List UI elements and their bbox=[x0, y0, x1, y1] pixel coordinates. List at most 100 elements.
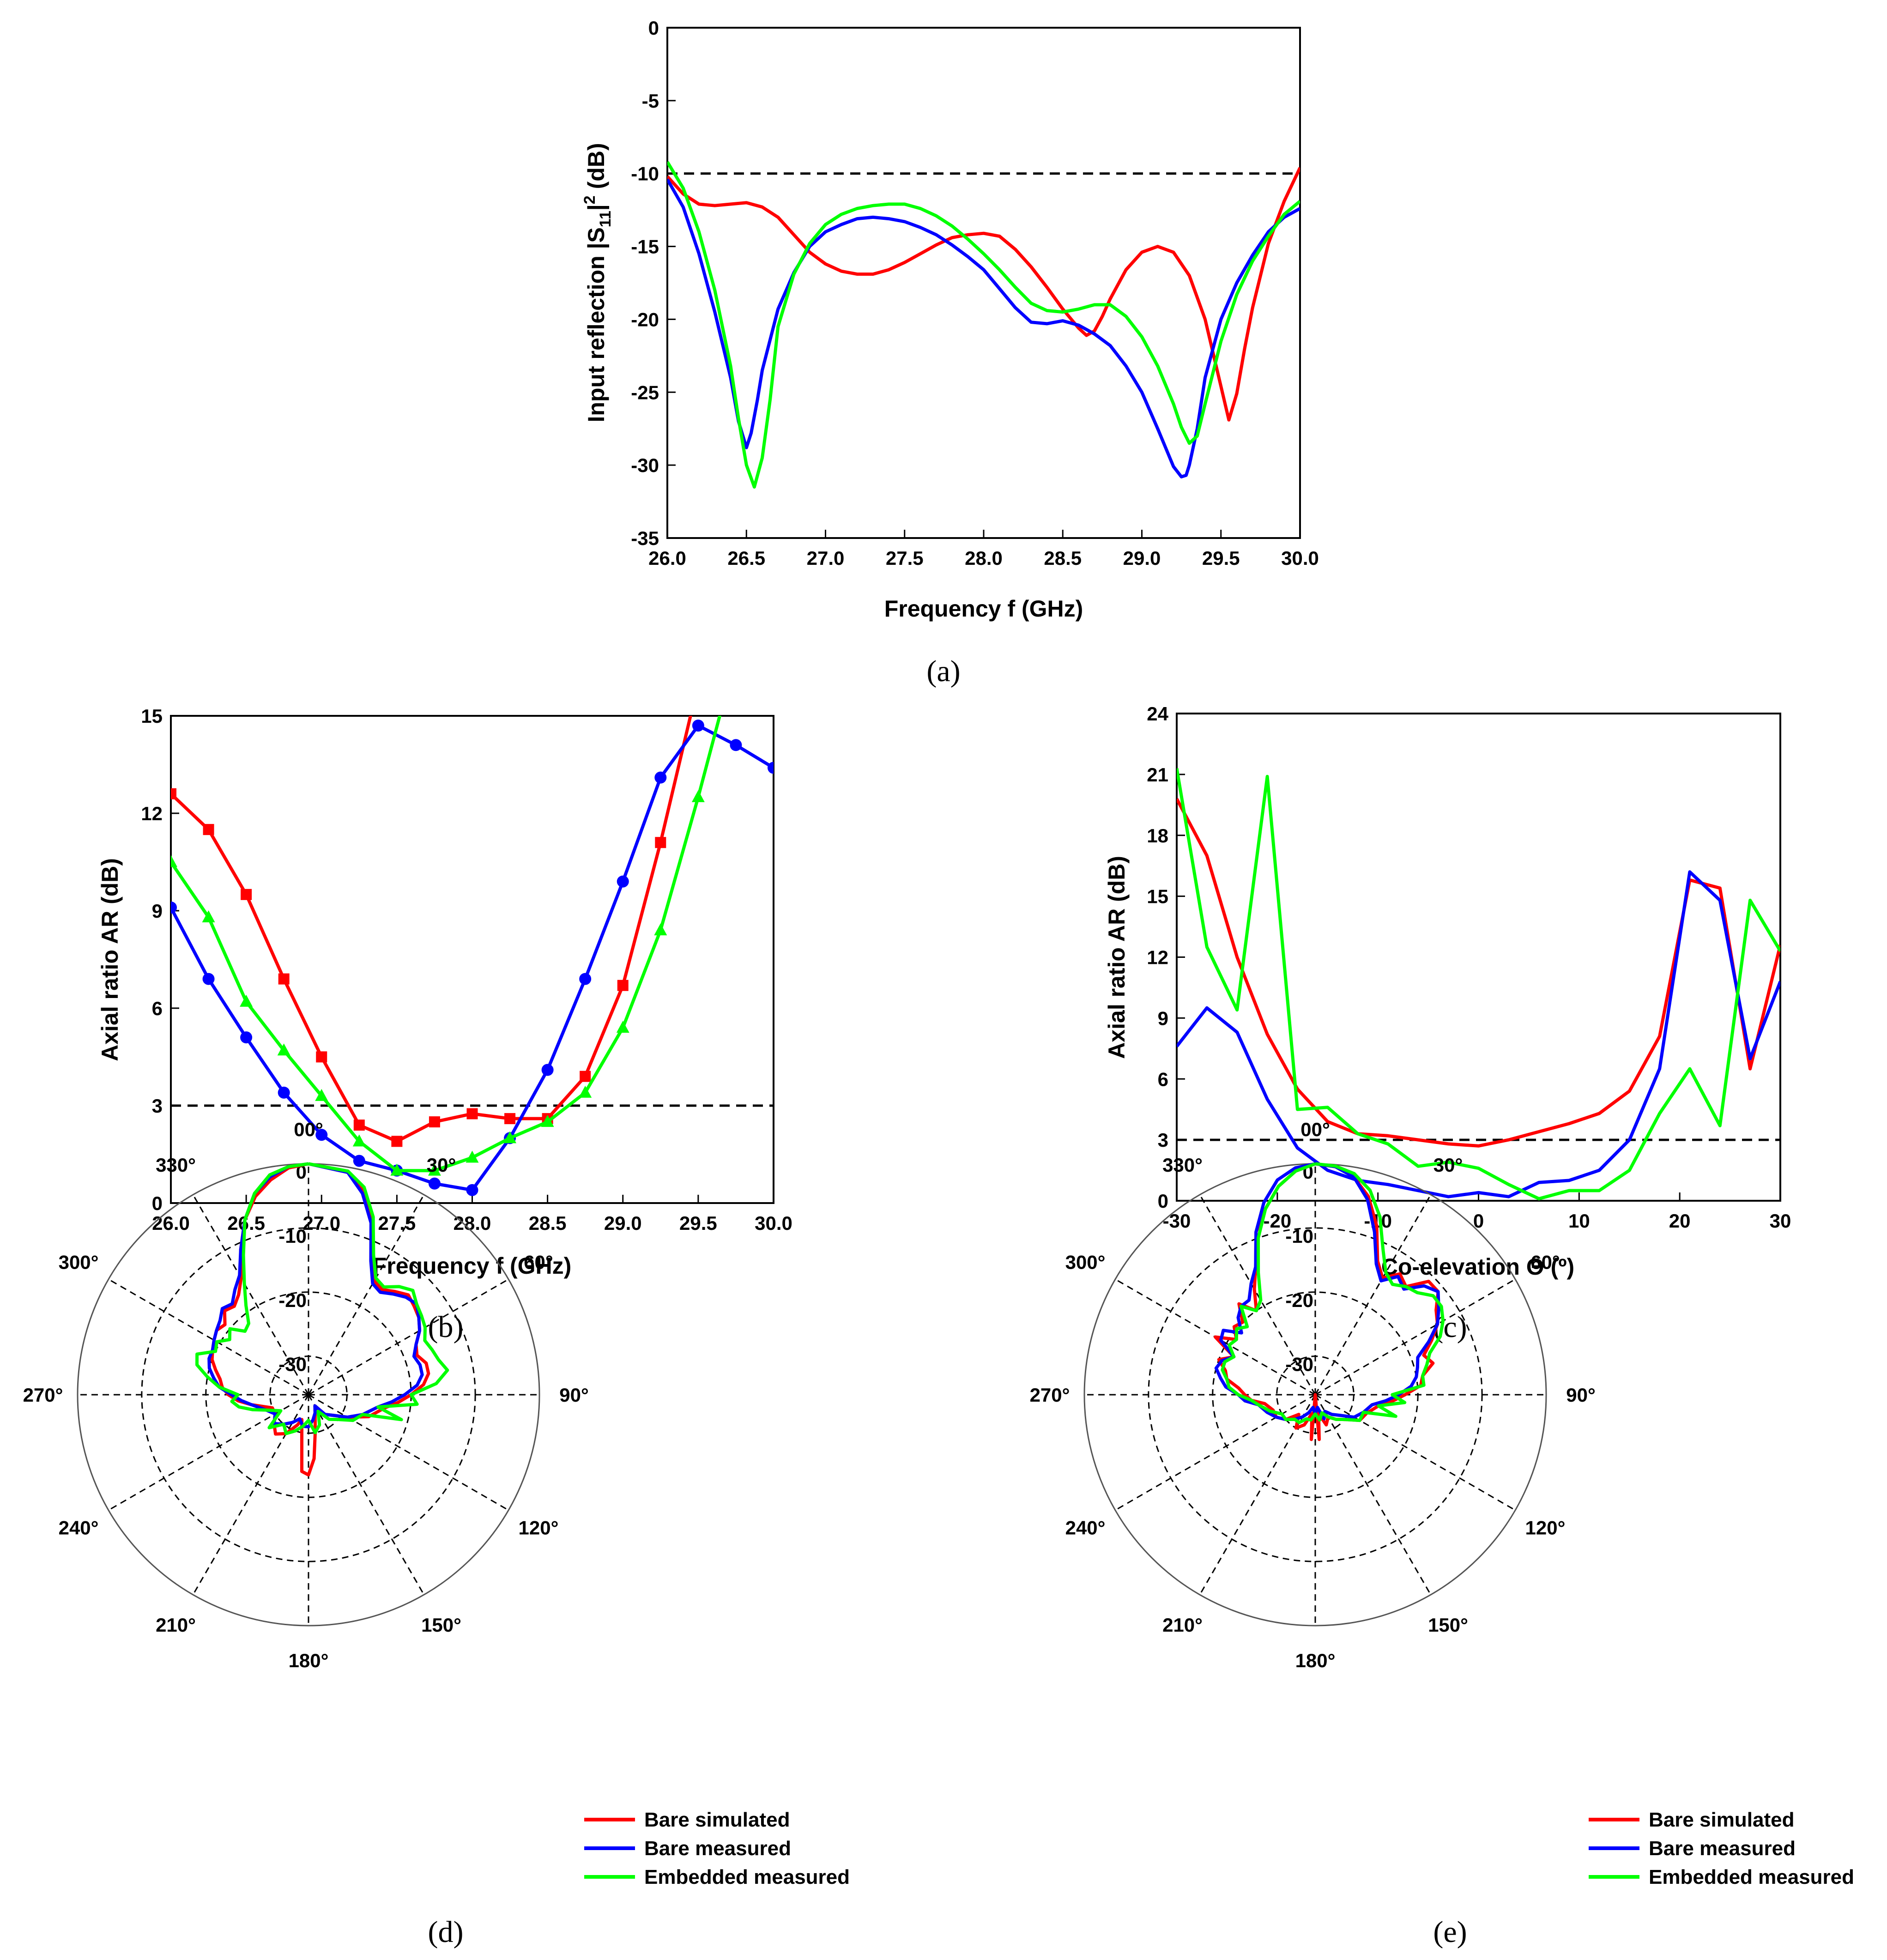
polar-angle-label: 150° bbox=[421, 1614, 461, 1636]
series-line-embedded-measured bbox=[667, 161, 1300, 489]
polar-angle-label: 300° bbox=[1065, 1252, 1106, 1273]
panel-a-y-axis-label: Input reflection |S11|2 (dB) bbox=[581, 143, 614, 422]
y-tick-label: 3 bbox=[1158, 1129, 1168, 1151]
y-tick-label: 0 bbox=[152, 1192, 163, 1214]
y-tick-label: -25 bbox=[631, 381, 659, 403]
polar-series-bare-simulated bbox=[1214, 1162, 1440, 1441]
data-point-bare-measured bbox=[353, 1155, 365, 1167]
polar-angle-label: 270° bbox=[1030, 1384, 1070, 1406]
polar-angle-label: 00° bbox=[294, 1119, 323, 1140]
polar-radial-label: -20 bbox=[278, 1289, 307, 1311]
data-point-embedded-measured bbox=[579, 1085, 592, 1098]
polar-radial-label: -10 bbox=[1285, 1225, 1313, 1247]
polar-angle-label: 120° bbox=[519, 1517, 559, 1539]
x-tick-label: -30 bbox=[1163, 1210, 1191, 1232]
polar-angle-label: 150° bbox=[1428, 1614, 1468, 1636]
legend-label: Bare simulated bbox=[644, 1809, 790, 1831]
polar-angle-label: 90° bbox=[559, 1384, 589, 1406]
data-point-embedded-measured bbox=[503, 1131, 517, 1143]
panel-c-series-group bbox=[1177, 768, 1780, 1201]
polar-spoke bbox=[308, 1394, 509, 1511]
polar-angle-label: 30° bbox=[1433, 1154, 1463, 1176]
data-point-bare-measured bbox=[617, 875, 629, 888]
x-tick-label: 29.0 bbox=[604, 1212, 642, 1234]
data-point-bare-simulated bbox=[504, 1113, 516, 1125]
y-tick-label: 0 bbox=[1158, 1190, 1168, 1212]
polar-spoke bbox=[1199, 1194, 1316, 1395]
polar-angle-label: 60° bbox=[524, 1252, 553, 1273]
polar-angle-label: 120° bbox=[1525, 1517, 1566, 1539]
polar-angle-label: 240° bbox=[1065, 1517, 1106, 1539]
polar-angle-label: 180° bbox=[1295, 1650, 1336, 1671]
data-point-bare-measured bbox=[428, 1177, 441, 1190]
y-tick-label: -20 bbox=[631, 309, 659, 330]
data-point-embedded-measured bbox=[277, 1043, 290, 1056]
y-tick-label: 0 bbox=[648, 17, 659, 39]
data-point-embedded-measured bbox=[541, 1115, 554, 1127]
series-line-embedded-measured bbox=[171, 716, 722, 1173]
polar-series-embedded-measured bbox=[1221, 1162, 1445, 1424]
polar-spoke bbox=[308, 1194, 425, 1395]
y-tick-label: 9 bbox=[1158, 1007, 1168, 1029]
y-tick-label: 18 bbox=[1147, 825, 1168, 847]
data-point-bare-measured bbox=[240, 1031, 253, 1044]
panel-a-plot-area: 26.0 26.5 27.0 27.5 28.0 28.5 29.0 29.5 30.0 0 -5 -… bbox=[631, 17, 1319, 569]
x-tick-label: 26.0 bbox=[648, 547, 686, 569]
x-tick-label: -20 bbox=[1263, 1210, 1291, 1232]
data-point-embedded-measured bbox=[240, 994, 253, 1007]
polar-angle-label: 300° bbox=[59, 1252, 99, 1273]
x-tick-label: 30 bbox=[1770, 1210, 1791, 1232]
x-tick-label: 29.0 bbox=[1123, 547, 1161, 569]
panel-e-polar-area: 00° 30° 60° 90° 120° 150° 180° 210° 240° 270° 300°… bbox=[1030, 1119, 1596, 1671]
panel-a: 26.0 26.5 27.0 27.5 28.0 28.5 29.0 29.5 30.0 0 -5 -… bbox=[581, 17, 1319, 688]
polar-spoke bbox=[192, 1194, 309, 1395]
polar-spoke bbox=[1314, 1394, 1432, 1595]
legend-label: Embedded measured bbox=[644, 1866, 850, 1888]
y-tick-label: -10 bbox=[631, 163, 659, 185]
x-tick-label: 28.0 bbox=[454, 1212, 491, 1234]
panel-b-plot-frame bbox=[170, 715, 774, 1204]
polar-angle-label: 90° bbox=[1566, 1384, 1596, 1406]
panel-b-plot-area: 26.0 26.5 27.0 27.5 28.0 28.5 29.0 29.5 30.00369… bbox=[141, 705, 792, 1234]
series-line-bare-measured bbox=[667, 178, 1300, 478]
y-tick-label: 24 bbox=[1147, 703, 1168, 725]
panel-d: 00° 30° 60° 90° 120° 150° 180° 210° 240° 270° 300°… bbox=[23, 1119, 850, 1949]
polar-angle-label: 330° bbox=[156, 1154, 196, 1176]
y-tick-label: -35 bbox=[631, 527, 659, 549]
data-point-embedded-measured bbox=[428, 1163, 441, 1176]
panel-a-series-group bbox=[667, 161, 1300, 489]
y-tick-label: 15 bbox=[1147, 886, 1168, 907]
data-point-bare-simulated bbox=[391, 1136, 403, 1147]
polar-spoke bbox=[1315, 1278, 1516, 1396]
y-tick-label: -15 bbox=[631, 236, 659, 258]
y-tick-label: 9 bbox=[152, 900, 163, 922]
polar-angle-label: 270° bbox=[23, 1384, 63, 1406]
x-tick-label: 29.5 bbox=[679, 1212, 717, 1234]
data-point-bare-measured bbox=[466, 1184, 478, 1196]
panel-b-y-axis-label: Axial ratio AR (dB) bbox=[97, 858, 123, 1061]
data-point-embedded-measured bbox=[315, 1089, 328, 1101]
data-point-bare-simulated bbox=[655, 837, 666, 848]
data-point-bare-simulated bbox=[429, 1116, 440, 1128]
legend-label: Bare measured bbox=[644, 1837, 791, 1860]
panel-e-caption: (e) bbox=[1433, 1915, 1467, 1949]
y-tick-label: 21 bbox=[1147, 764, 1168, 786]
polar-angle-label: 00° bbox=[1300, 1119, 1330, 1140]
polar-spoke bbox=[108, 1278, 309, 1396]
y-tick-label: 12 bbox=[1147, 947, 1168, 968]
polar-series-embedded-measured bbox=[195, 1162, 449, 1435]
x-tick-label: 30.0 bbox=[1281, 547, 1319, 569]
data-point-bare-simulated bbox=[203, 824, 214, 835]
panel-b-x-axis-label: Frequency f (GHz) bbox=[373, 1253, 572, 1279]
polar-angle-label: 180° bbox=[289, 1650, 329, 1671]
polar-angle-label: 330° bbox=[1162, 1154, 1203, 1176]
series-line-embedded-measured bbox=[1177, 768, 1780, 1201]
data-point-bare-simulated bbox=[316, 1051, 327, 1063]
data-point-embedded-measured bbox=[654, 923, 667, 936]
polar-series-bare-simulated bbox=[210, 1162, 430, 1477]
panel-b: 26.0 26.5 27.0 27.5 28.0 28.5 29.0 29.5 30.00369… bbox=[97, 705, 792, 1344]
polar-angle-label: 60° bbox=[1530, 1252, 1560, 1273]
legend-label: Bare simulated bbox=[1649, 1809, 1794, 1831]
x-tick-label: 27.5 bbox=[378, 1212, 416, 1234]
